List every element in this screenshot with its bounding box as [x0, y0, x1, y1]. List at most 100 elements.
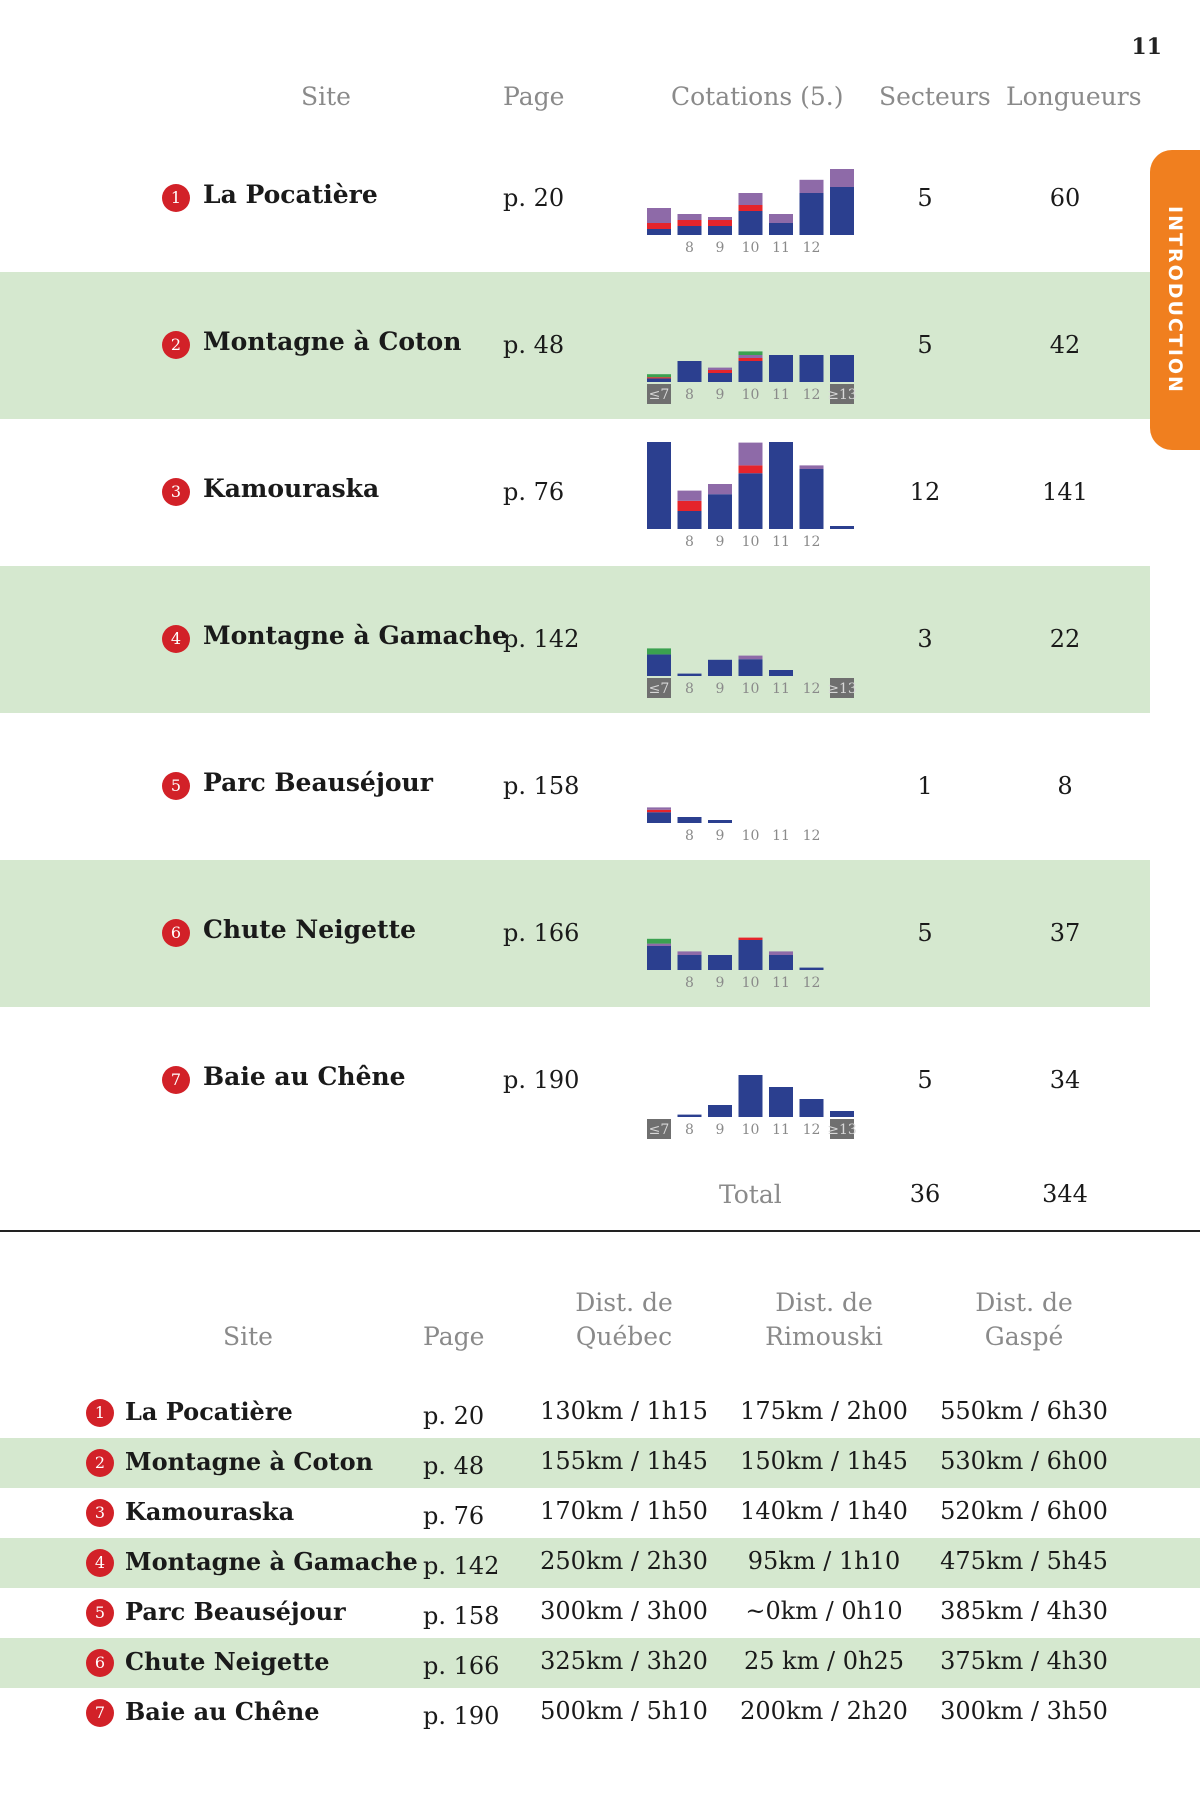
total-label: Total	[719, 1180, 782, 1209]
t2-header-page: Page	[423, 1322, 485, 1351]
page-number: 11	[1131, 34, 1162, 60]
site-number-badge: 2	[86, 1449, 114, 1477]
distance-quebec: 300km / 3h00	[540, 1597, 708, 1625]
grade-bar-segment	[738, 211, 763, 235]
site-page: p. 76	[423, 1502, 485, 1530]
site-number-badge: 4	[162, 625, 190, 653]
grade-tick-label: 12	[803, 534, 821, 550]
site-number-badge: 3	[86, 1499, 114, 1527]
site-sectors: 5	[917, 1066, 933, 1094]
distance-quebec: 250km / 2h30	[540, 1547, 708, 1575]
grade-bar-segment	[738, 473, 763, 529]
grade-bar-segment	[830, 526, 854, 529]
t1-header-sectors: Secteurs	[879, 82, 991, 111]
grade-bar-segment	[647, 442, 671, 529]
distance-quebec: 500km / 5h10	[540, 1697, 708, 1725]
grade-tick-label: 11	[772, 975, 790, 991]
section-divider	[0, 1230, 1200, 1232]
grade-bar-segment	[738, 442, 763, 466]
grade-bar-segment	[738, 655, 763, 660]
grade-tick-label: ≤7	[649, 1122, 670, 1138]
site-row: 4 Montagne à Gamache p. 142 ≤7 8 9 10 11 12 ≥1…	[0, 566, 1150, 713]
grade-bar-segment	[647, 654, 671, 676]
distance-row: 6 Chute Neigette p. 166 325km / 3h20 25 …	[0, 1638, 1200, 1688]
section-tab-introduction[interactable]: INTRODUCTION	[1150, 150, 1200, 450]
grade-bar-segment	[677, 490, 702, 501]
t2-header-quebec-line2: Québec	[575, 1322, 673, 1351]
grade-bar-segment	[708, 373, 732, 382]
distance-rimouski: 95km / 1h10	[747, 1547, 901, 1575]
grades-chart: ≤7 8 9 10 11 12 ≥13	[647, 648, 857, 698]
grade-tick-label: 8	[685, 1122, 694, 1138]
grade-bar-segment	[677, 361, 702, 382]
distance-row: 2 Montagne à Coton p. 48 155km / 1h45 15…	[0, 1438, 1200, 1488]
site-number-badge: 7	[86, 1699, 114, 1727]
site-lengths: 42	[1049, 331, 1081, 359]
grades-chart: ≤7 8 9 10 11 12 ≥13	[647, 351, 857, 404]
site-row: 5 Parc Beauséjour p. 158 8 9 10 11 12 1 8	[0, 713, 1150, 860]
grade-bar-segment	[799, 355, 824, 382]
distance-quebec: 155km / 1h45	[540, 1447, 708, 1475]
grade-bar-segment	[738, 358, 763, 361]
t1-header-grades: Cotations (5.)	[671, 82, 844, 111]
grade-bar-segment	[769, 955, 793, 970]
site-sectors: 1	[917, 772, 933, 800]
grade-bar-segment	[738, 351, 763, 355]
distance-gaspe: 550km / 6h30	[940, 1397, 1108, 1425]
grade-tick-label: 10	[742, 387, 760, 403]
distance-quebec: 170km / 1h50	[540, 1497, 708, 1525]
site-number-badge: 1	[162, 184, 190, 212]
distance-rimouski: 150km / 1h45	[740, 1447, 908, 1475]
grade-bar-segment	[738, 659, 763, 676]
grade-bar-segment	[647, 938, 671, 944]
grade-tick-label: 8	[685, 387, 694, 403]
site-sectors: 5	[917, 919, 933, 947]
t2-header-gaspe-line1: Dist. de	[975, 1288, 1073, 1317]
site-number-badge: 5	[162, 772, 190, 800]
grades-chart: 8 9 10 11 12	[647, 169, 854, 256]
site-name: Baie au Chêne	[203, 1062, 406, 1091]
t2-header-quebec-line1: Dist. de	[575, 1288, 673, 1317]
grade-bar-segment	[708, 370, 732, 373]
grade-bar-segment	[708, 494, 732, 529]
site-lengths: 37	[1049, 919, 1081, 947]
grade-bar-segment	[647, 807, 671, 810]
site-lengths: 22	[1049, 625, 1081, 653]
grade-bar-segment	[647, 943, 671, 946]
grade-bar-segment	[708, 367, 732, 370]
site-page: p. 142	[423, 1552, 500, 1580]
site-lengths: 8	[1057, 772, 1073, 800]
grade-bar-segment	[738, 205, 763, 211]
grade-bar-segment	[738, 361, 763, 382]
site-page: p. 158	[423, 1602, 500, 1630]
site-sectors: 5	[917, 331, 933, 359]
grade-bar-segment	[799, 967, 824, 970]
grade-bar-segment	[738, 937, 763, 940]
grade-tick-label: 8	[685, 828, 694, 844]
grade-tick-label: 8	[685, 534, 694, 550]
site-name: Montagne à Coton	[125, 1447, 374, 1476]
grade-tick-label: ≤7	[649, 387, 670, 403]
grade-bar-segment	[799, 179, 824, 193]
site-lengths: 141	[1042, 478, 1088, 506]
site-name: La Pocatière	[125, 1397, 293, 1426]
grade-label-box	[647, 678, 671, 698]
grade-tick-label: 8	[685, 681, 694, 697]
grade-bar-segment	[677, 226, 702, 235]
grade-bar-segment	[708, 226, 732, 235]
distance-gaspe: 475km / 5h45	[940, 1547, 1108, 1575]
site-name: Kamouraska	[203, 474, 380, 503]
grade-tick-label: 11	[772, 828, 790, 844]
grade-bar-segment	[830, 1111, 854, 1117]
site-row: 7 Baie au Chêne p. 190 ≤7 8 9 10 11 12 ≥13 5 3…	[0, 1007, 1150, 1154]
grade-bar-segment	[647, 946, 671, 970]
grade-tick-label: 12	[803, 1122, 821, 1138]
grades-chart: ≤7 8 9 10 11 12 ≥13	[647, 1075, 857, 1139]
grade-label-box	[830, 1119, 854, 1139]
grade-bar-segment	[738, 193, 763, 205]
grade-bar-segment	[677, 1114, 702, 1117]
site-number-badge: 2	[162, 331, 190, 359]
grades-chart: 8 9 10 11 12	[647, 807, 820, 844]
grade-tick-label: 10	[742, 681, 760, 697]
site-name: Chute Neigette	[203, 915, 417, 944]
